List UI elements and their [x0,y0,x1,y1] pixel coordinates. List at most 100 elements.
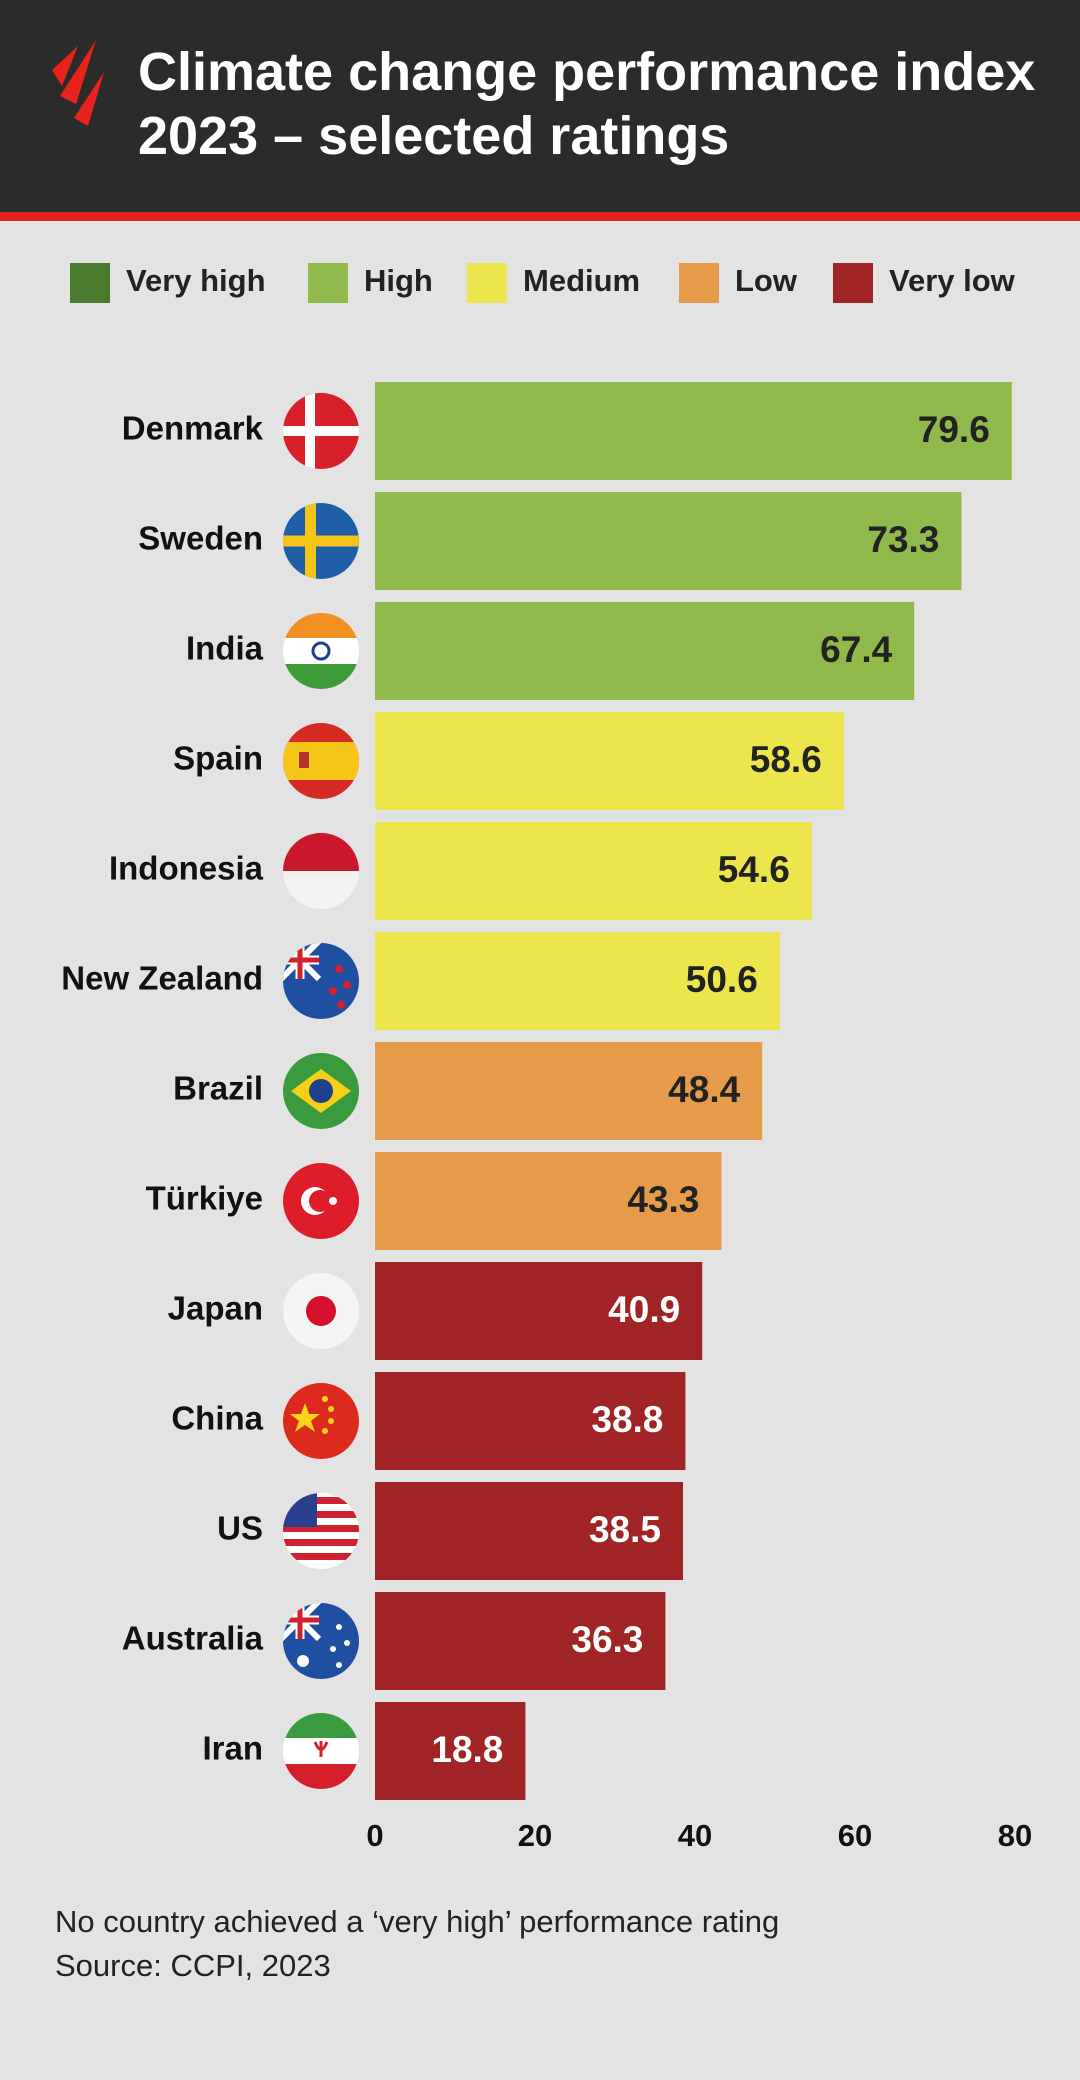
flag [283,503,359,579]
x-tick-label: 20 [518,1818,552,1853]
y-tick-label: Iran [202,1730,263,1767]
value-label: 36.3 [571,1619,643,1660]
flag-part [283,535,359,547]
legend-swatch [308,263,348,303]
flag [283,1383,359,1459]
legend-swatch [467,263,507,303]
flag-part [283,1525,359,1532]
flag-part [283,426,359,436]
legend-label: Very high [126,263,266,298]
flag [283,1273,359,1349]
flag-part [290,1403,320,1432]
value-label: 38.5 [589,1509,661,1550]
logo-stroke [60,40,96,104]
y-tick-label: US [217,1510,263,1547]
y-tick-label: Japan [168,1290,263,1327]
flag-part [309,1079,333,1103]
footnote: No country achieved a ‘very high’ perfor… [55,1904,780,1939]
value-label: 38.8 [591,1399,663,1440]
flag-part [322,1428,328,1434]
flag [283,1163,359,1239]
x-tick-label: 60 [838,1818,872,1853]
value-label: 73.3 [867,519,939,560]
x-tick-label: 0 [366,1818,383,1853]
header-band [0,0,1080,212]
source: Source: CCPI, 2023 [55,1948,331,1983]
y-tick-label: Brazil [173,1070,263,1107]
flag [283,1603,359,1679]
flag-part [309,1190,331,1212]
logo [52,40,104,126]
value-label: 50.6 [686,959,758,1000]
y-tick-label: Spain [173,740,263,777]
flag [283,613,359,689]
y-tick-label: India [186,630,264,667]
flag [283,393,359,469]
legend-swatch [833,263,873,303]
value-label: 48.4 [668,1069,740,1110]
bar [375,1702,526,1800]
flag [283,1493,359,1569]
flag-part [330,1646,336,1652]
flag [283,833,359,909]
bar [375,492,962,590]
flag-part [322,1396,328,1402]
y-tick-label: Türkiye [146,1180,263,1217]
y-tick-label: Indonesia [109,850,264,887]
flag [283,943,359,1019]
value-label: 67.4 [820,629,892,670]
header-rule [0,212,1080,221]
flag-part [313,1741,329,1757]
bar [375,1262,703,1360]
y-tick-label: Australia [122,1620,264,1657]
bar [375,382,1012,480]
bar [375,602,915,700]
bar [375,932,780,1030]
value-label: 18.8 [431,1729,503,1770]
bar [375,822,812,920]
value-label: 54.6 [718,849,790,890]
y-tick-label: Sweden [138,520,263,557]
flag [283,1713,359,1789]
y-tick-label: Denmark [122,410,264,447]
flag-part [283,664,359,689]
value-label: 40.9 [608,1289,680,1330]
flag-part [283,1553,359,1560]
flag-part [328,1418,334,1424]
flag-part [283,943,359,1019]
logo-stroke [52,46,78,86]
bar [375,1592,666,1690]
flag-part [297,1655,309,1667]
flag-part [329,1197,337,1205]
flag [283,723,359,799]
flag-part [283,1497,359,1504]
y-tick-label: New Zealand [61,960,263,997]
bar [375,1042,763,1140]
x-tick-label: 80 [998,1818,1032,1853]
flag-part [283,1713,359,1738]
legend-label: Very low [889,263,1016,298]
flag-part [283,613,359,638]
flag-part [329,987,337,995]
flag-part [283,1764,359,1789]
value-label: 43.3 [627,1179,699,1220]
y-tick-label: China [171,1400,263,1437]
bar [375,1482,683,1580]
flag-part [283,871,359,909]
flag-part [283,1539,359,1546]
chart-title: Climate change performance index 2023 – … [138,42,1036,166]
flag-part [283,1383,359,1459]
flag-part [311,641,331,661]
flag [283,1053,359,1129]
flag-part [299,752,309,768]
flag-part [335,965,343,973]
bar [375,1372,686,1470]
legend-label: Medium [523,263,640,298]
x-tick-label: 40 [678,1818,712,1853]
flag-part [336,1662,342,1668]
value-label: 79.6 [918,409,990,450]
flag-part [337,1001,345,1009]
legend-label: High [364,263,433,298]
legend-label: Low [735,263,798,298]
